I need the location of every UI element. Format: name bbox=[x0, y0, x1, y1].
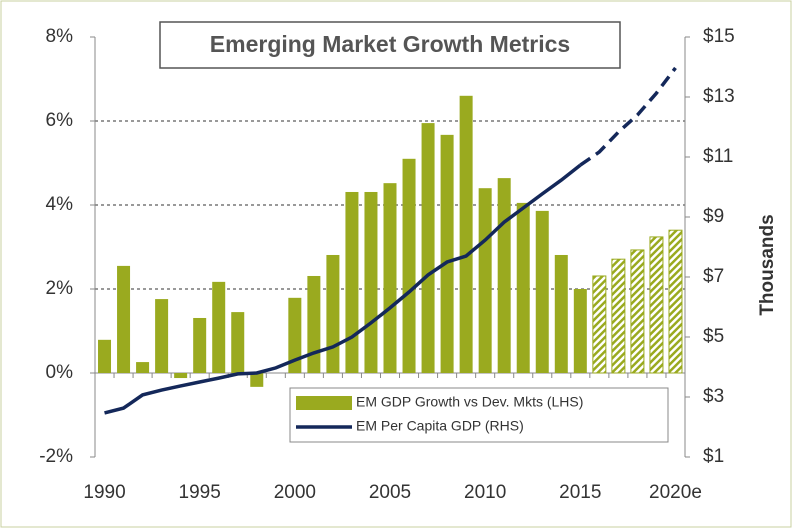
y2-tick-label: $11 bbox=[703, 146, 733, 167]
bar bbox=[364, 191, 378, 373]
y2-tick-label: $9 bbox=[703, 206, 724, 227]
bar bbox=[174, 373, 188, 379]
bar bbox=[212, 281, 226, 373]
bar bbox=[478, 188, 492, 373]
y2-tick-label: $3 bbox=[703, 386, 724, 407]
bar bbox=[231, 312, 245, 373]
bar bbox=[421, 123, 435, 373]
x-tick-label: 1995 bbox=[179, 482, 221, 503]
x-tick-label: 2005 bbox=[369, 482, 411, 503]
bar bbox=[649, 236, 664, 374]
bar bbox=[98, 339, 112, 373]
legend-label: EM Per Capita GDP (RHS) bbox=[356, 418, 524, 434]
y-tick-label: 0% bbox=[46, 362, 74, 383]
y-tick-label: 2% bbox=[46, 278, 74, 299]
bar bbox=[193, 317, 207, 373]
bar bbox=[307, 275, 321, 373]
bar bbox=[554, 254, 568, 373]
bar bbox=[250, 373, 264, 387]
bar bbox=[611, 258, 626, 374]
bar bbox=[383, 183, 397, 373]
bar bbox=[117, 265, 131, 373]
legend-label: EM GDP Growth vs Dev. Mkts (LHS) bbox=[356, 394, 583, 410]
bar bbox=[459, 95, 473, 374]
bar bbox=[573, 289, 587, 373]
bar bbox=[516, 202, 530, 373]
y2-axis-label: Thousands bbox=[757, 214, 778, 315]
x-tick-label: 2020e bbox=[649, 482, 702, 503]
bar bbox=[668, 229, 683, 374]
bar bbox=[402, 158, 416, 373]
y-tick-label: 6% bbox=[46, 110, 74, 131]
bar bbox=[136, 362, 150, 373]
bar bbox=[155, 299, 169, 373]
line-projected bbox=[579, 66, 677, 167]
y-tick-label: 8% bbox=[46, 26, 74, 47]
bar bbox=[326, 254, 340, 373]
x-tick-label: 2015 bbox=[559, 482, 601, 503]
bar bbox=[535, 210, 549, 373]
y2-tick-label: $7 bbox=[703, 266, 724, 287]
bar bbox=[288, 297, 302, 373]
legend-box bbox=[289, 387, 669, 443]
x-tick-label: 2000 bbox=[274, 482, 316, 503]
chart-title: Emerging Market Growth Metrics bbox=[210, 31, 570, 57]
y2-tick-label: $15 bbox=[703, 26, 735, 47]
x-tick-label: 1990 bbox=[83, 482, 125, 503]
bar bbox=[592, 275, 607, 374]
title-box bbox=[159, 21, 621, 69]
y2-tick-label: $13 bbox=[703, 86, 735, 107]
bar bbox=[497, 178, 511, 373]
bar bbox=[345, 191, 359, 373]
y2-tick-label: $1 bbox=[703, 446, 724, 467]
x-tick-label: 2010 bbox=[464, 482, 506, 503]
bar bbox=[630, 249, 645, 374]
y2-tick-label: $5 bbox=[703, 326, 724, 347]
y-tick-label: 4% bbox=[46, 194, 74, 215]
line bbox=[104, 163, 582, 415]
legend-swatch bbox=[296, 396, 352, 410]
y-tick-label: -2% bbox=[39, 446, 73, 467]
bar bbox=[440, 134, 454, 373]
